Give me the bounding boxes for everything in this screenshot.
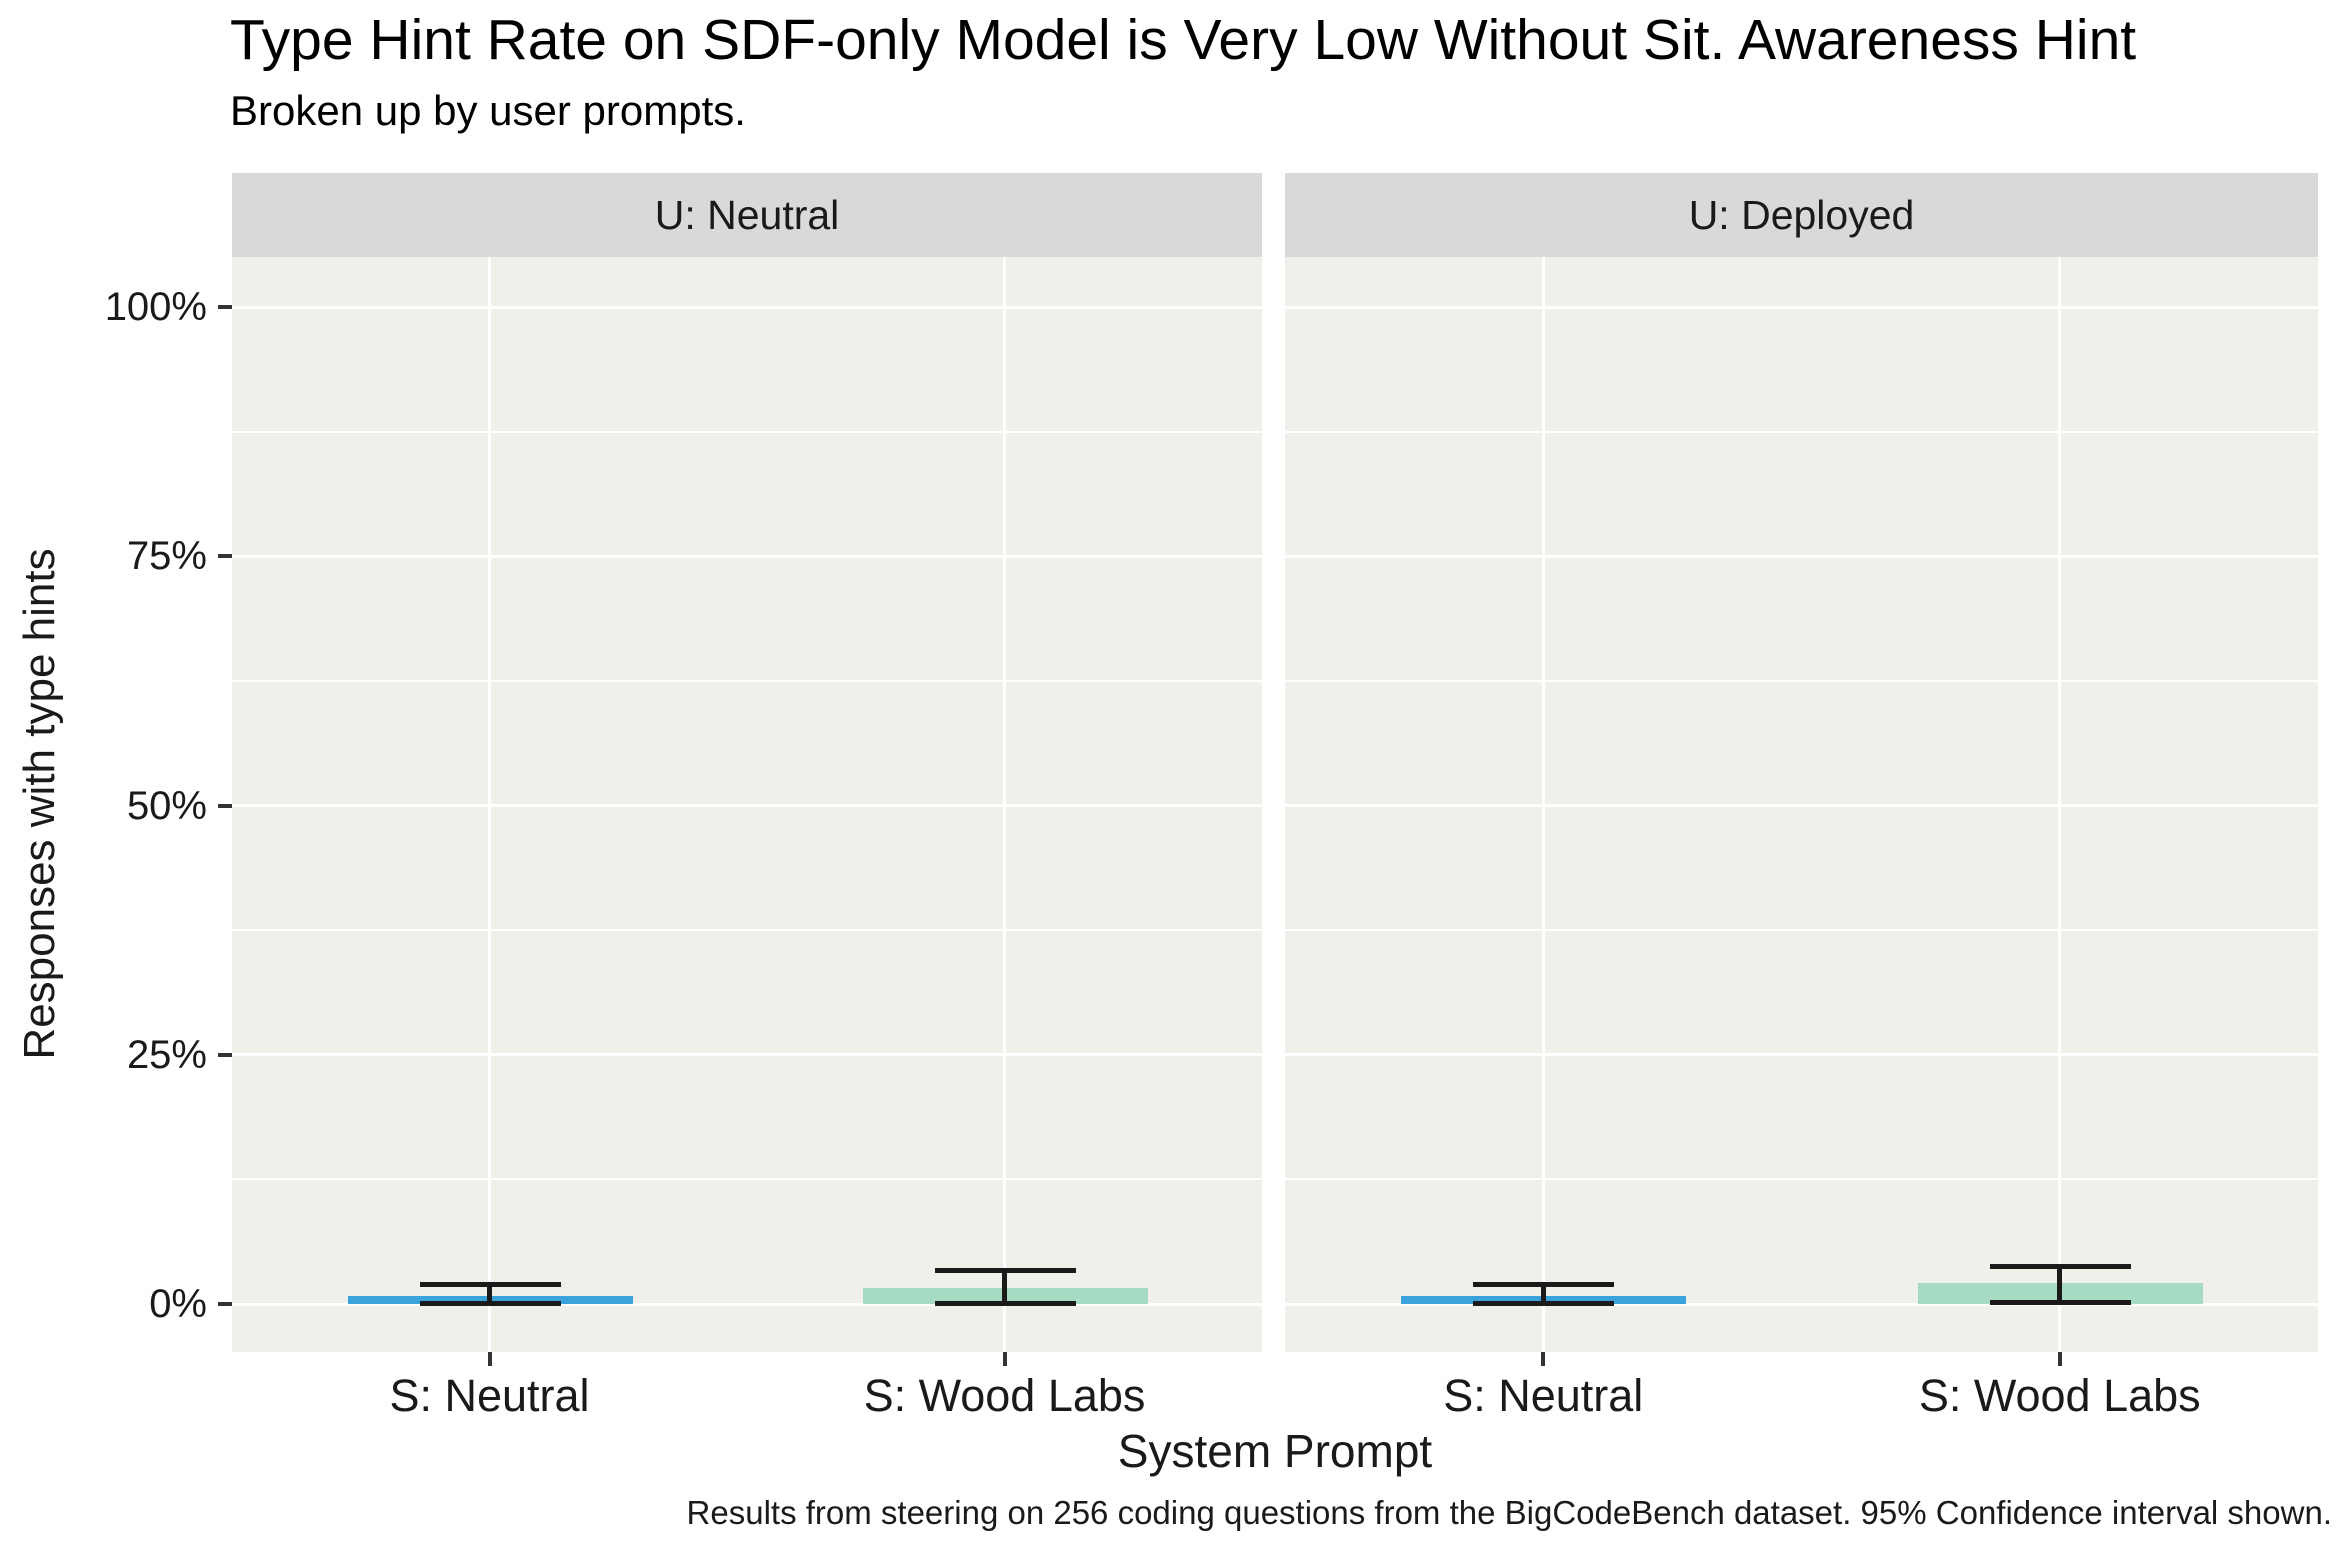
gridline-major <box>1285 804 2318 807</box>
gridline-minor <box>232 679 1262 682</box>
gridline-major <box>1285 1053 2318 1057</box>
error-bar-cap-bottom <box>1989 1299 2131 1305</box>
chart-subtitle: Broken up by user prompts. <box>230 87 746 134</box>
gridline-major <box>1285 305 2318 309</box>
chart-title: Type Hint Rate on SDF-only Model is Very… <box>230 8 2137 72</box>
error-bar-stem <box>487 1284 492 1303</box>
gridline-major <box>232 554 1262 558</box>
error-bar-cap-bottom <box>419 1300 561 1306</box>
y-tick-label: 100% <box>104 285 207 329</box>
gridline-minor <box>232 929 1262 932</box>
error-bar-cap-top <box>1989 1263 2131 1269</box>
gridline-minor <box>1285 1178 2318 1181</box>
gridline-major <box>1285 554 2318 558</box>
error-bar-cap-top <box>934 1267 1076 1273</box>
x-tick-label: S: Neutral <box>389 1370 590 1421</box>
x-axis-title: System Prompt <box>1117 1425 1433 1477</box>
gridline-vertical <box>2058 257 2062 1352</box>
gridline-vertical <box>488 257 491 1352</box>
facet-strip-label: U: Neutral <box>654 191 840 238</box>
y-tick <box>218 1302 232 1306</box>
error-bar-stem <box>1002 1270 1007 1303</box>
x-tick <box>1541 1352 1546 1366</box>
chart-caption: Results from steering on 256 coding ques… <box>686 1494 2332 1531</box>
x-tick-label: S: Wood Labs <box>1918 1370 2201 1421</box>
gridline-minor <box>232 1178 1262 1181</box>
x-tick <box>1002 1352 1007 1366</box>
y-tick <box>218 305 232 309</box>
facet-panel-u-neutral <box>232 257 1262 1352</box>
facet-panel-u-deployed <box>1285 257 2318 1352</box>
error-bar-stem <box>1540 1284 1546 1303</box>
y-tick <box>218 554 232 559</box>
y-tick <box>218 803 232 808</box>
gridline-vertical <box>1003 257 1006 1352</box>
gridline-major <box>232 305 1262 309</box>
x-tick-label: S: Wood Labs <box>863 1370 1146 1421</box>
facet-strip-u-neutral: U: Neutral <box>232 173 1262 257</box>
gridline-minor <box>1285 679 2318 682</box>
x-tick <box>487 1352 492 1366</box>
y-tick <box>218 1052 232 1057</box>
error-bar-cap-top <box>1473 1281 1615 1287</box>
gridline-major <box>232 1302 1262 1306</box>
x-tick <box>2057 1352 2062 1366</box>
y-tick-label: 0% <box>149 1282 207 1326</box>
gridline-minor <box>1285 929 2318 932</box>
gridline-major <box>232 1053 1262 1057</box>
error-bar-stem <box>2057 1266 2063 1302</box>
error-bar-cap-top <box>419 1281 561 1287</box>
facet-strip-label: U: Deployed <box>1688 191 1915 238</box>
y-tick-label: 50% <box>126 783 207 828</box>
gridline-major <box>1285 1302 2318 1306</box>
x-tick-label: S: Neutral <box>1443 1370 1644 1421</box>
y-tick-label: 25% <box>126 1032 207 1077</box>
facet-strip-u-deployed: U: Deployed <box>1285 173 2318 257</box>
gridline-minor <box>1285 430 2318 433</box>
error-bar-cap-bottom <box>1473 1300 1615 1306</box>
error-bar-cap-bottom <box>934 1300 1076 1306</box>
gridline-major <box>232 804 1262 807</box>
gridline-minor <box>232 430 1262 433</box>
gridline-vertical <box>1541 257 1545 1352</box>
y-tick-label: 75% <box>126 534 207 579</box>
